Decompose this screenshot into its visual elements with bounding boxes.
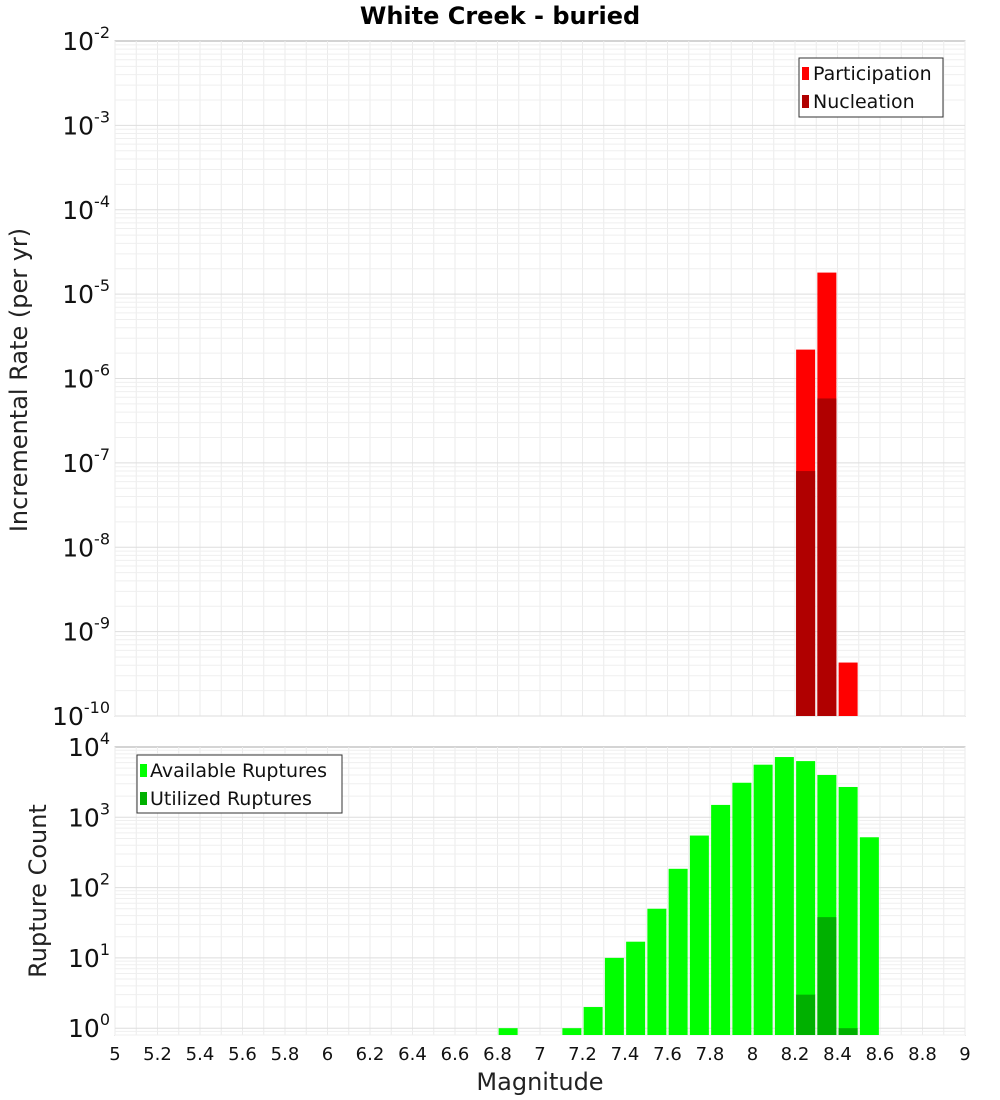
bar-available-ruptures — [711, 804, 731, 1035]
y-tick-label: 10-7 — [62, 445, 110, 478]
legend-swatch-participation — [802, 67, 809, 80]
bar-available-ruptures — [562, 1028, 582, 1035]
y-tick-label: 10-4 — [62, 192, 110, 225]
bar-nucleation — [817, 398, 837, 716]
top-grid — [114, 41, 966, 717]
bottom-y-ticks: 104 103 102 101 100 — [68, 729, 110, 1043]
y-tick-label: 10-10 — [52, 698, 110, 731]
y-tick-label: 103 — [68, 799, 110, 832]
bar-participation — [838, 662, 858, 716]
x-tick-label: 7.4 — [611, 1044, 640, 1065]
bar-utilized-ruptures — [796, 994, 816, 1035]
bar-available-ruptures — [774, 757, 794, 1035]
x-axis-label: Magnitude — [476, 1068, 603, 1096]
bottom-y-axis-label: Rupture Count — [24, 804, 52, 978]
x-tick-label: 7 — [534, 1044, 545, 1065]
bar-available-ruptures — [668, 868, 688, 1035]
top-y-axis-label: Incremental Rate (per yr) — [5, 228, 33, 532]
y-tick-label: 10-9 — [62, 614, 110, 647]
x-tick-label: 7.2 — [568, 1044, 597, 1065]
chart-title: White Creek - buried — [360, 2, 640, 30]
legend-swatch-nucleation — [802, 95, 809, 108]
y-tick-label: 10-8 — [62, 529, 110, 562]
bar-utilized-ruptures — [838, 1028, 858, 1035]
bar-nucleation — [796, 471, 816, 716]
bar-available-ruptures — [859, 837, 879, 1035]
y-tick-label: 10-2 — [62, 23, 110, 56]
bar-available-ruptures — [583, 1007, 603, 1035]
bar-available-ruptures — [838, 786, 858, 1035]
x-tick-label: 5 — [109, 1044, 120, 1065]
y-tick-label: 10-5 — [62, 276, 110, 309]
y-tick-label: 10-3 — [62, 107, 110, 140]
x-tick-label: 6 — [322, 1044, 333, 1065]
bottom-legend: Available Ruptures Utilized Ruptures — [136, 754, 343, 814]
x-tick-label: 5.6 — [228, 1044, 257, 1065]
bar-utilized-ruptures — [817, 917, 837, 1035]
x-tick-label: 6.6 — [441, 1044, 470, 1065]
x-tick-label: 8.4 — [823, 1044, 852, 1065]
bottom-legend-box — [136, 754, 343, 814]
x-tick-label: 8.2 — [781, 1044, 810, 1065]
x-tick-label: 8.6 — [866, 1044, 895, 1065]
x-tick-label: 6.2 — [356, 1044, 385, 1065]
x-tick-label: 6.8 — [483, 1044, 512, 1065]
bar-available-ruptures — [689, 835, 709, 1035]
legend-swatch-utilized-ruptures — [140, 792, 147, 805]
legend-label-participation: Participation — [813, 63, 932, 85]
y-tick-label: 102 — [68, 870, 110, 903]
bar-available-ruptures — [604, 957, 624, 1035]
x-tick-label: 8.8 — [908, 1044, 937, 1065]
x-tick-label: 7.6 — [653, 1044, 682, 1065]
bar-available-ruptures — [753, 764, 773, 1035]
x-tick-label: 6.4 — [398, 1044, 427, 1065]
bar-available-ruptures — [796, 761, 816, 1035]
y-tick-label: 104 — [68, 729, 110, 762]
top-legend-box — [798, 57, 944, 118]
bar-available-ruptures — [626, 941, 646, 1035]
x-tick-label: 9 — [959, 1044, 970, 1065]
x-tick-label: 7.8 — [696, 1044, 725, 1065]
bottom-grid — [114, 747, 966, 1036]
x-tick-label: 5.8 — [271, 1044, 300, 1065]
y-tick-label: 101 — [68, 940, 110, 973]
bar-available-ruptures — [732, 782, 752, 1035]
bar-available-ruptures — [498, 1028, 518, 1035]
y-tick-label: 100 — [68, 1010, 110, 1043]
y-tick-label: 10-6 — [62, 361, 110, 394]
legend-swatch-available-ruptures — [140, 764, 147, 777]
x-tick-label: 5.4 — [186, 1044, 215, 1065]
x-ticks: 5 5.2 5.4 5.6 5.8 6 6.2 6.4 6.6 6.8 7 7.2 7.4 7.6 7.8 8… — [109, 1044, 970, 1065]
legend-label-nucleation: Nucleation — [813, 91, 915, 113]
x-tick-label: 5.2 — [143, 1044, 172, 1065]
bar-available-ruptures — [647, 908, 667, 1035]
x-tick-label: 8 — [747, 1044, 758, 1065]
top-legend: Participation Nucleation — [798, 57, 944, 118]
top-y-ticks: 10-2 10-3 10-4 10-5 10-6 10-7 10-8 10-9 10-10 — [52, 23, 110, 731]
legend-label-available-ruptures: Available Ruptures — [150, 760, 327, 782]
bottom-bars — [498, 757, 879, 1035]
top-bars — [796, 272, 858, 716]
legend-label-utilized-ruptures: Utilized Ruptures — [150, 788, 312, 810]
